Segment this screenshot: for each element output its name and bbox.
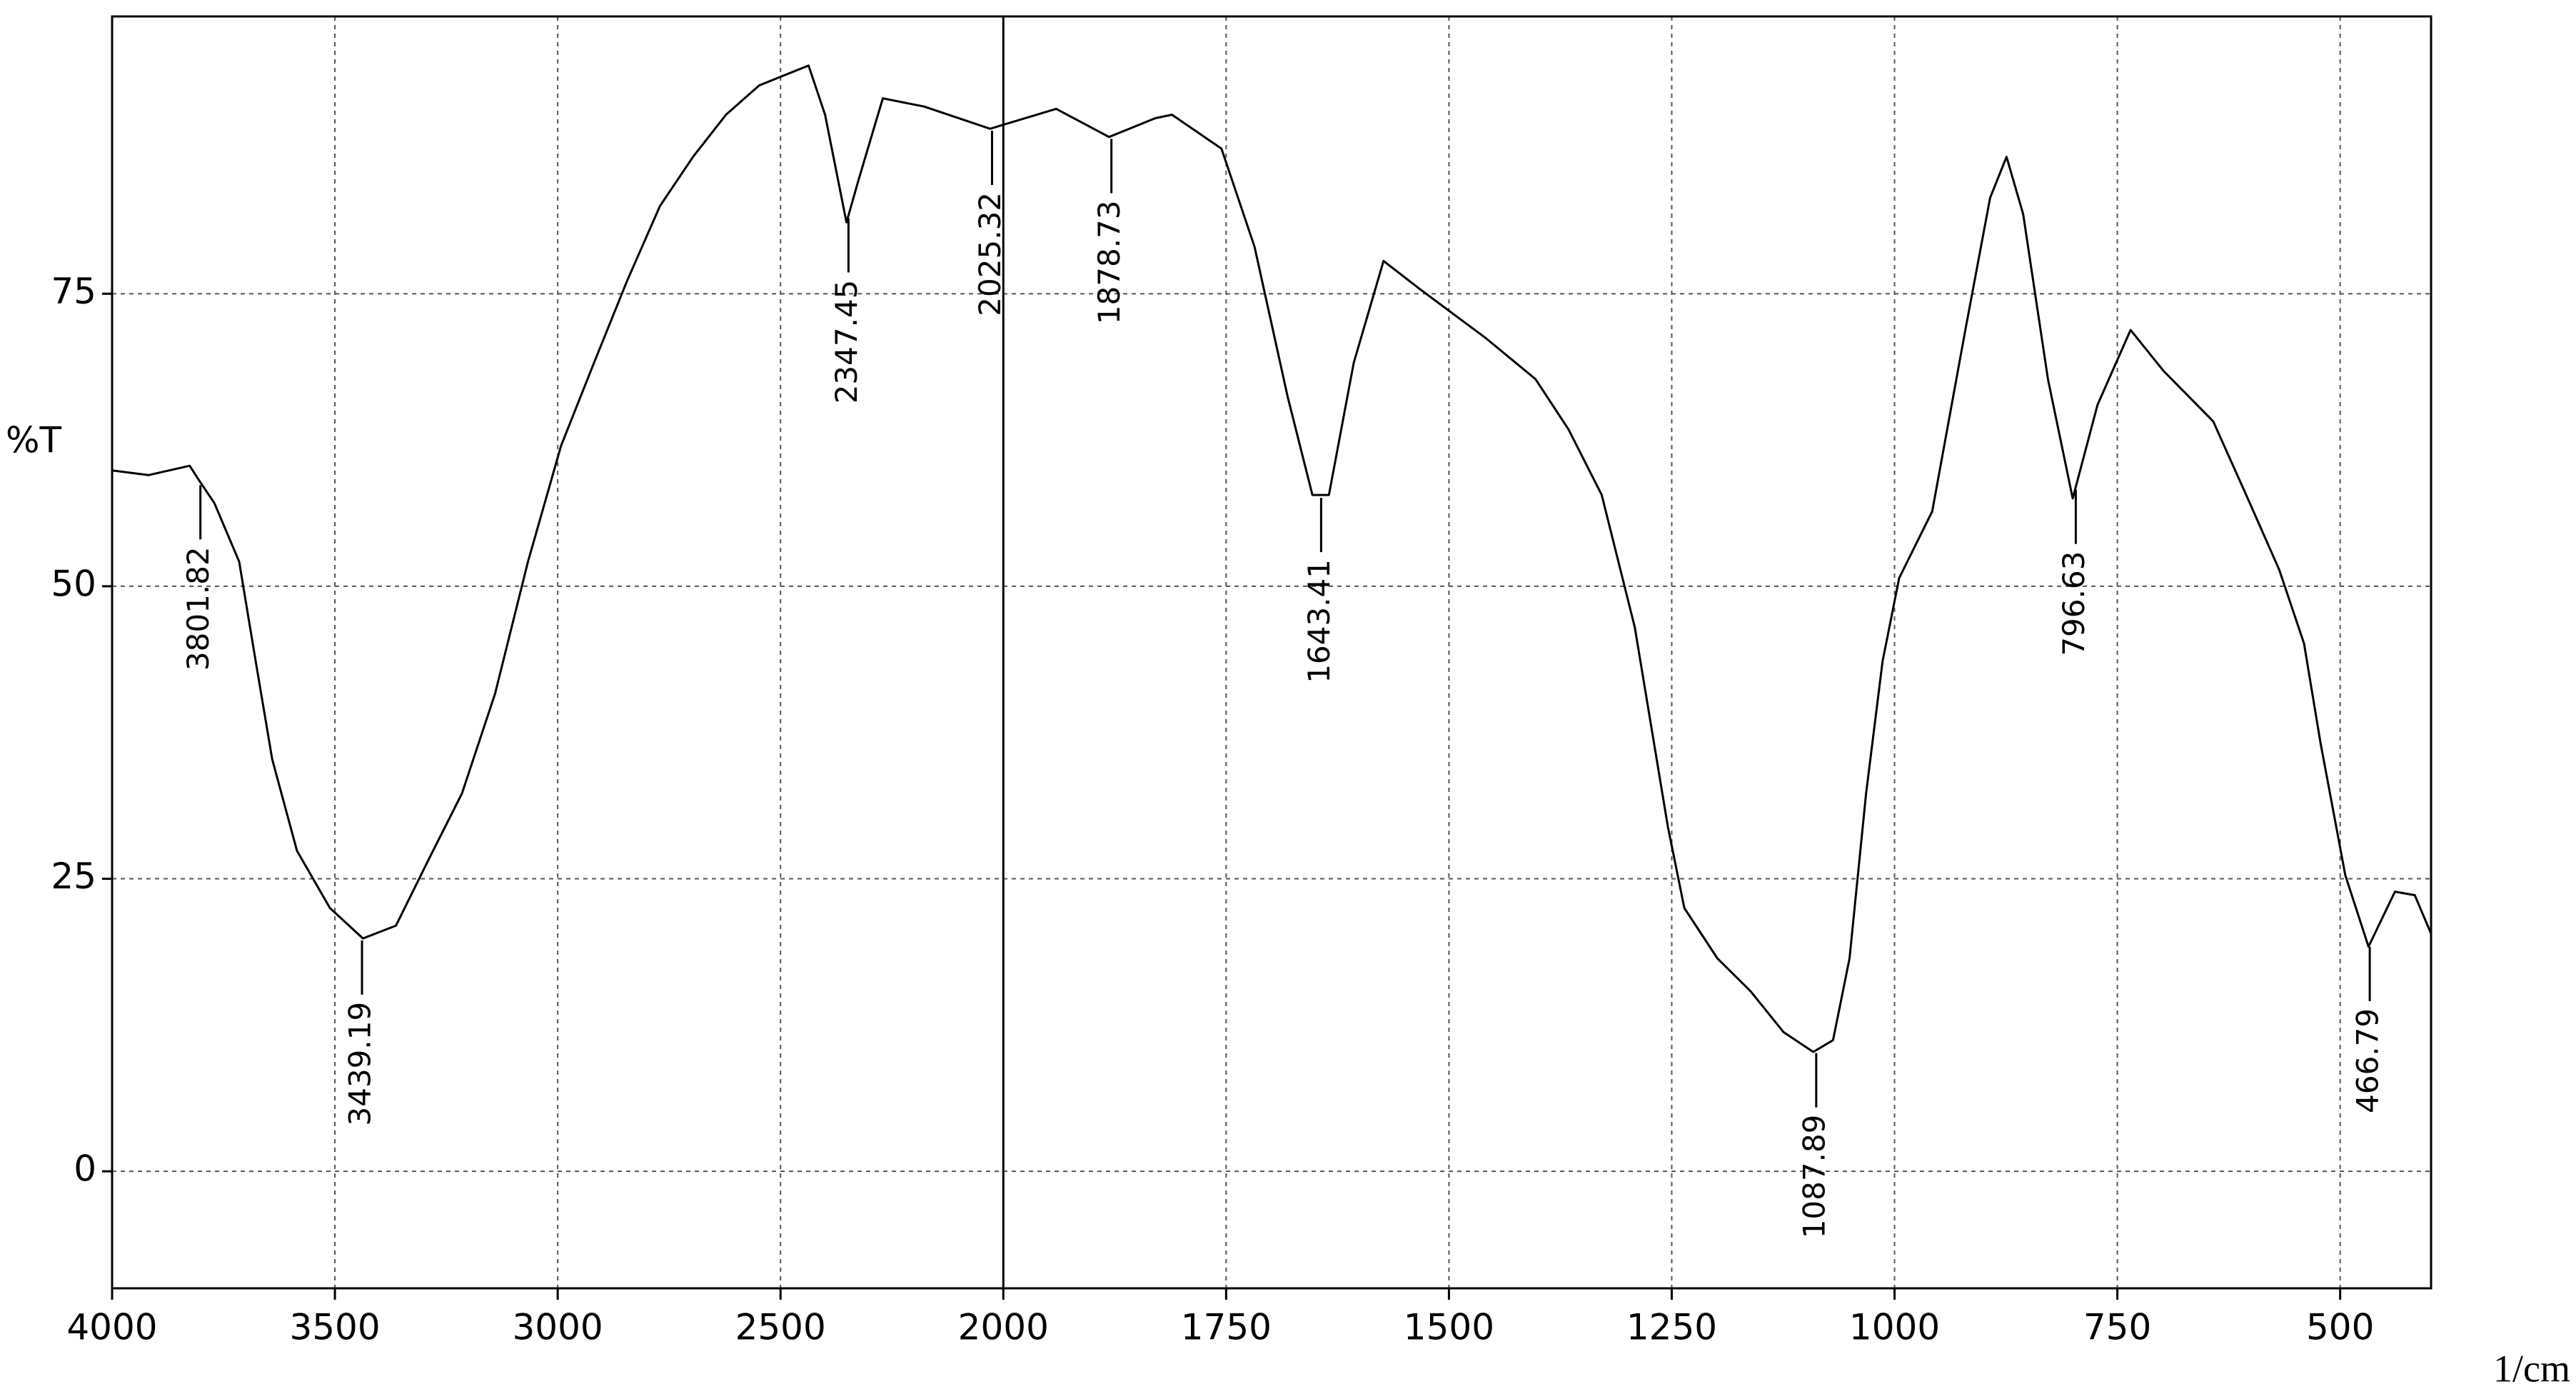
x-axis-label: 1/cm bbox=[2493, 1347, 2570, 1390]
plot-frame bbox=[111, 15, 2432, 1290]
spectrum-line bbox=[111, 64, 2432, 1053]
y-tick-label: 50 bbox=[51, 563, 96, 604]
peak-label: 2025.32 bbox=[972, 192, 1007, 316]
peak-label: 466.79 bbox=[2350, 1008, 2385, 1113]
peak-label: 1878.73 bbox=[1092, 201, 1127, 325]
y-axis-label: %T bbox=[6, 420, 62, 461]
x-tick-label: 1000 bbox=[1849, 1307, 1940, 1348]
x-tick-label: 2500 bbox=[735, 1307, 826, 1348]
peak-label: 1087.89 bbox=[1796, 1115, 1831, 1239]
x-tick-label: 1750 bbox=[1181, 1307, 1272, 1348]
x-tick-label: 3000 bbox=[513, 1307, 603, 1348]
peak-label: 3801.82 bbox=[181, 546, 216, 671]
x-tick-label: 4000 bbox=[66, 1307, 157, 1348]
peak-label: 1643.41 bbox=[1302, 559, 1337, 683]
x-tick-label: 1250 bbox=[1626, 1307, 1717, 1348]
peak-label: 796.63 bbox=[2056, 551, 2091, 656]
y-tick-label: 0 bbox=[74, 1148, 96, 1190]
x-tick-label: 750 bbox=[2083, 1307, 2151, 1348]
peak-label: 3439.19 bbox=[343, 1002, 378, 1126]
x-tick-label: 1500 bbox=[1404, 1307, 1494, 1348]
x-tick-label: 500 bbox=[2306, 1307, 2374, 1348]
x-tick-label: 3500 bbox=[289, 1307, 380, 1348]
peak-label: 2347.45 bbox=[829, 280, 864, 404]
x-tick-label: 2000 bbox=[958, 1307, 1049, 1348]
y-tick-label: 75 bbox=[51, 271, 96, 312]
y-tick-label: 25 bbox=[51, 856, 96, 897]
